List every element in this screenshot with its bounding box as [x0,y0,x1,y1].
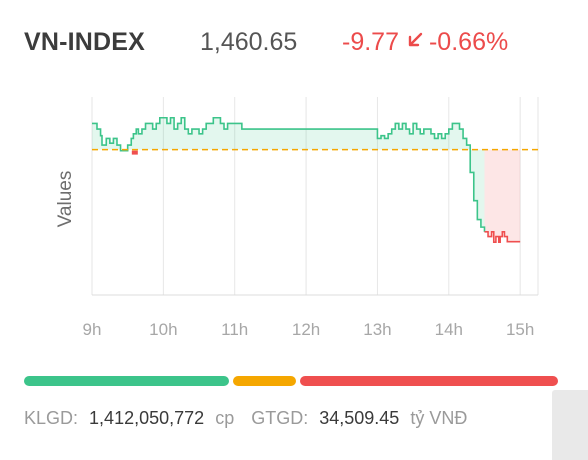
x-tick-label: 9h [83,320,102,339]
gtgd-value: 34,509.45 [319,408,400,428]
dip-marker [131,150,138,155]
x-tick-label: 14h [435,320,463,339]
series-line-down [484,231,521,243]
x-tick-label: 12h [292,320,320,339]
gtgd-unit: tỷ VNĐ [410,408,468,428]
advance-bar [24,376,230,386]
index-name: VN-INDEX [24,28,146,56]
y-axis-label: Values [55,171,76,228]
klgd-label: KLGD: [24,408,79,428]
scroll-corner[interactable] [552,390,588,460]
x-tick-label: 15h [506,320,534,339]
arrow-down-left-icon [405,28,425,57]
index-price: 1,460.65 [200,28,298,56]
index-change: -9.77 -0.66% [342,28,508,57]
klgd-unit: cp [215,408,235,428]
change-value: -9.77 [342,28,399,56]
decline-bar [300,376,558,386]
gtgd-label: GTGD: [251,408,309,428]
trading-summary: KLGD: 1,412,050,772 cp GTGD: 34,509.45 t… [24,408,467,429]
unchanged-bar [233,376,297,386]
x-tick-label: 10h [149,320,177,339]
area-fill-up [92,117,485,232]
klgd-value: 1,412,050,772 [89,408,205,428]
series-line-up [92,116,486,232]
x-tick-label: 11h [221,320,248,339]
intraday-chart: Values 9h 10h 11h 12h 13h 14h 15h [55,97,539,339]
area-fill-down [484,149,521,243]
x-tick-label: 13h [363,320,391,339]
change-percent: -0.66% [428,28,509,56]
index-header: VN-INDEX 1,460.65 -9.77 -0.66% [24,24,584,64]
